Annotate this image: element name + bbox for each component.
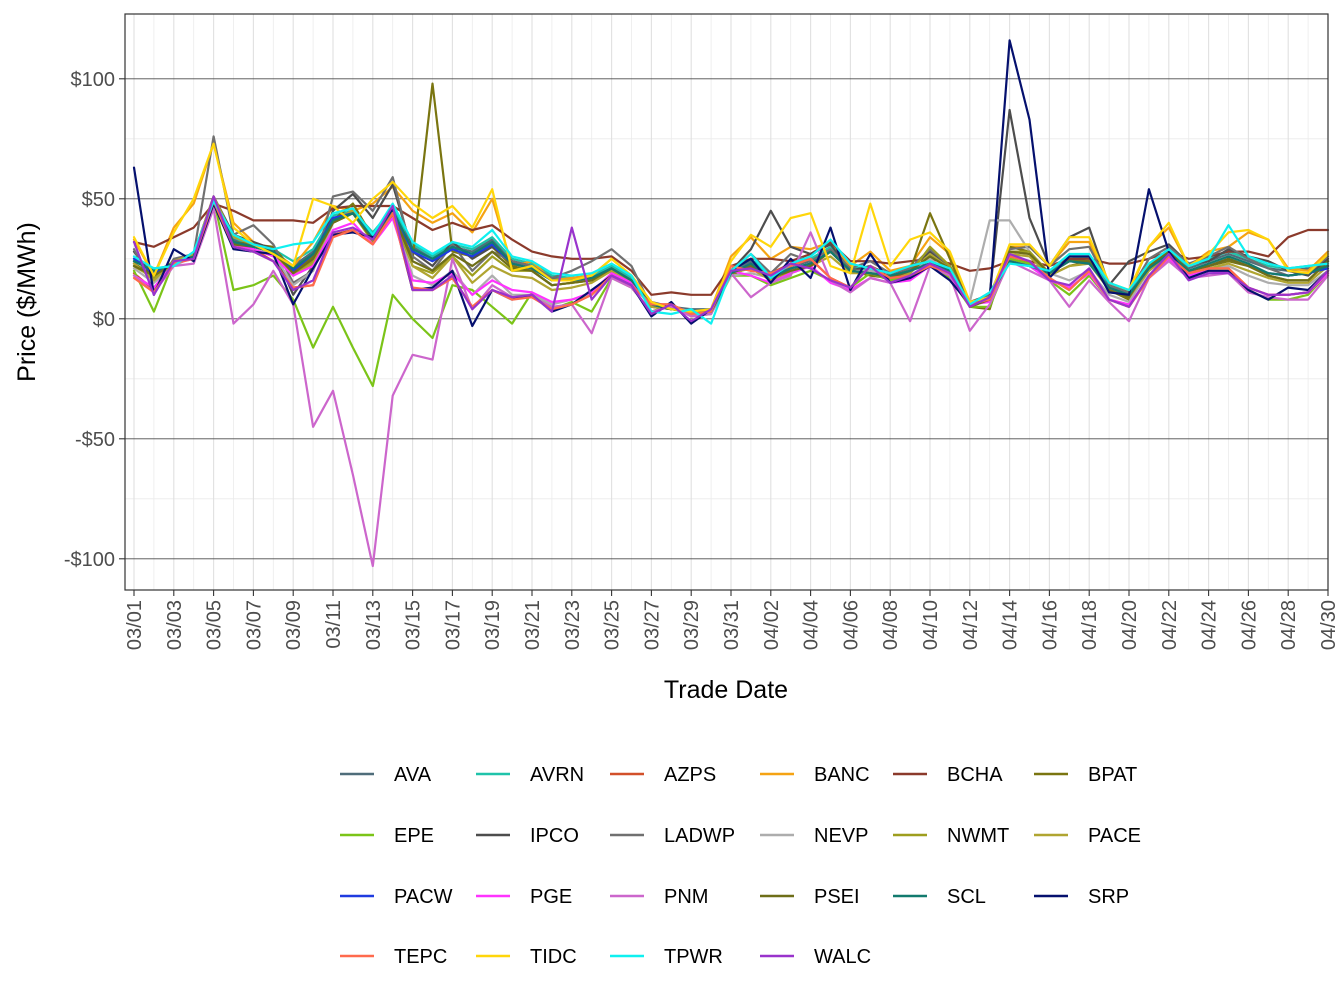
legend-label-scl: SCL xyxy=(947,886,986,908)
x-tick-label: 03/31 xyxy=(721,600,743,650)
x-tick-label: 03/13 xyxy=(363,600,385,650)
x-tick-label: 04/12 xyxy=(960,600,982,650)
x-tick-label: 03/19 xyxy=(482,600,504,650)
legend-label-pacw: PACW xyxy=(394,886,453,908)
series-line-walc xyxy=(132,195,1330,323)
legend-label-srp: SRP xyxy=(1088,886,1129,908)
legend-label-pge: PGE xyxy=(530,886,572,908)
legend: AVA AVRN AZPS BANC BCHA BPAT EPE IPCO LADWP NEVP N… xyxy=(340,764,1141,968)
x-tick-label: 03/03 xyxy=(164,600,186,650)
x-tick-label: 03/15 xyxy=(403,600,425,650)
y-tick-label: -$50 xyxy=(75,429,115,451)
x-tick-label: 04/26 xyxy=(1238,600,1260,650)
legend-label-azps: AZPS xyxy=(664,764,716,786)
y-tick-label: -$100 xyxy=(64,549,115,571)
x-tick-label: 03/25 xyxy=(602,600,624,650)
x-tick-label: 04/30 xyxy=(1318,600,1340,650)
legend-label-nwmt: NWMT xyxy=(947,825,1009,847)
legend-label-pace: PACE xyxy=(1088,825,1141,847)
legend-label-bpat: BPAT xyxy=(1088,764,1137,786)
y-tick-label: $100 xyxy=(71,69,116,91)
plot-panel xyxy=(124,13,1330,591)
x-axis-title: Trade Date xyxy=(664,676,788,704)
x-tick-label: 03/01 xyxy=(124,600,146,650)
x-tick-label: 04/28 xyxy=(1278,600,1300,650)
x-axis: 03/01 03/03 03/05 03/07 03/09 03/11 03/13 03/15… xyxy=(124,590,1340,650)
legend-label-pnm: PNM xyxy=(664,886,708,908)
x-tick-label: 03/27 xyxy=(641,600,663,650)
y-axis: $100 $50 $0 -$50 -$100 xyxy=(64,69,125,571)
legend-label-tpwr: TPWR xyxy=(664,946,723,968)
legend-label-bcha: BCHA xyxy=(947,764,1003,786)
legend-label-nevp: NEVP xyxy=(814,825,868,847)
x-tick-label: 04/16 xyxy=(1039,600,1061,650)
x-tick-label: 04/18 xyxy=(1079,600,1101,650)
x-tick-label: 04/04 xyxy=(801,600,823,650)
legend-label-walc: WALC xyxy=(814,946,871,968)
y-axis-title: Price ($/MWh) xyxy=(13,222,41,382)
legend-label-tidc: TIDC xyxy=(530,946,577,968)
x-tick-label: 04/08 xyxy=(880,600,902,650)
legend-label-ipco: IPCO xyxy=(530,825,579,847)
legend-label-psei: PSEI xyxy=(814,886,860,908)
panel-border xyxy=(124,13,1329,591)
x-tick-label: 03/05 xyxy=(204,600,226,650)
y-tick-label: $0 xyxy=(93,309,115,331)
legend-label-epe: EPE xyxy=(394,825,434,847)
panel-background xyxy=(125,14,1328,590)
x-tick-label: 03/11 xyxy=(323,600,345,649)
x-tick-label: 03/09 xyxy=(283,600,305,650)
x-tick-label: 04/14 xyxy=(1000,600,1022,650)
legend-label-avrn: AVRN xyxy=(530,764,584,786)
x-tick-label: 04/06 xyxy=(840,600,862,650)
x-tick-label: 04/20 xyxy=(1119,600,1141,650)
x-tick-label: 03/21 xyxy=(522,600,544,650)
legend-label-ava: AVA xyxy=(394,764,432,786)
x-tick-label: 04/24 xyxy=(1199,600,1221,650)
x-tick-label: 03/29 xyxy=(681,600,703,650)
x-tick-label: 04/10 xyxy=(920,600,942,650)
x-tick-label: 04/22 xyxy=(1159,600,1181,650)
y-tick-label: $50 xyxy=(82,189,115,211)
legend-label-ladwp: LADWP xyxy=(664,825,735,847)
x-tick-label: 03/17 xyxy=(442,600,464,650)
series-lines xyxy=(132,39,1330,568)
legend-label-banc: BANC xyxy=(814,764,870,786)
x-tick-label: 04/02 xyxy=(761,600,783,650)
x-tick-label: 03/23 xyxy=(562,600,584,650)
x-tick-label: 03/07 xyxy=(243,600,265,650)
legend-label-tepc: TEPC xyxy=(394,946,447,968)
